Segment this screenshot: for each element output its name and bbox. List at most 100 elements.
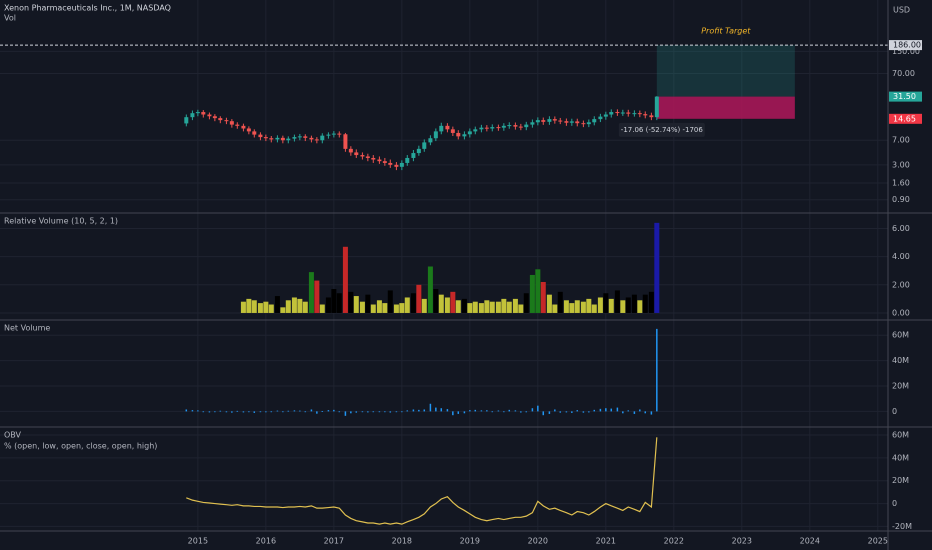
candle-body [354,152,359,156]
candle-body [598,116,603,120]
candle-body [632,113,637,115]
indicator-bar [302,301,308,313]
indicator-bar [321,411,324,412]
x-tick-label: 2024 [800,537,820,546]
indicator-bar [569,303,575,313]
candle-body [586,122,591,125]
candle-body [269,138,274,140]
indicator-bar [191,410,194,412]
indicator-bar [185,409,188,412]
currency-label: USD [893,6,910,15]
candle-body [411,153,416,158]
indicator-bar [535,269,541,313]
candle-body [603,114,608,117]
indicator-bar [297,298,303,313]
indicator-bar [336,293,342,313]
candle-body [507,125,512,127]
indicator-bar [353,296,359,313]
marks [0,44,888,525]
indicator-bar [423,409,426,412]
measure-label-box [618,122,705,137]
indicator-bar [633,411,636,414]
indicator-bar [622,411,624,414]
candle-body [513,125,518,127]
indicator-bar [637,300,643,313]
indicator-bar [455,300,461,313]
indicator-bar [376,300,382,313]
indicator-bar [399,303,405,313]
candle-body [218,118,223,121]
profit-zone [656,45,795,97]
y-tick-label: 20M [892,382,909,391]
y-tick-label: 0.90 [892,195,910,204]
indicator-bar [457,411,460,414]
measure-label: -17.06 (-52.74%) -1706 [621,126,704,134]
indicator-bar [514,410,517,412]
candle-body [609,112,614,115]
indicator-bar [497,410,500,412]
indicator-bar [546,294,552,313]
indicator-bar [370,304,376,313]
y-tick-label: 2.00 [892,280,910,289]
indicator-bar [268,304,274,313]
candle-body [326,134,331,136]
candle-body [246,128,251,132]
candle-body [581,123,586,125]
indicator-bar [463,411,466,414]
candle-body [518,126,523,128]
indicator-bar [644,411,647,414]
y-tick-label: 40M [892,453,909,462]
candle-body [309,137,314,140]
candle-body [490,127,495,129]
indicator-bar [280,307,286,313]
y-tick-label: 20M [892,476,909,485]
indicator-bar [603,293,609,313]
indicator-bar [314,280,320,313]
candle-body [314,139,319,141]
indicator-bar [429,403,432,412]
candle-body [382,161,387,163]
indicator-bar [599,408,602,412]
volume-label: Vol [4,14,16,23]
indicator-bar [299,410,301,412]
price-tag [889,40,922,51]
indicator-bar [361,411,364,413]
price-tag [889,113,922,124]
x-tick-label: 2018 [392,537,412,546]
indicator-bar [520,411,522,413]
indicator-bar [588,411,590,413]
candle-body [201,112,206,115]
candle-body [224,120,229,122]
candle-body [637,113,642,115]
indicator-bar [450,291,456,313]
indicator-bar [274,296,280,313]
indicator-title: Relative Volume (10, 5, 2, 1) [4,217,118,226]
indicator-bar [259,411,262,413]
candle-body [445,125,450,130]
indicator-bar [387,290,393,313]
indicator-bar [574,300,580,313]
indicator-bar [563,300,569,313]
y-tick-label: 7.00 [892,136,910,145]
y-tick-label: 60M [892,431,909,440]
candle-body [190,113,195,118]
indicator-bar [355,411,358,413]
indicator-bar [293,410,296,412]
indicator-bar [384,411,386,413]
indicator-bar [236,410,239,412]
indicator-bar [401,411,403,413]
indicator-bar [257,303,263,313]
candle-body [297,136,302,138]
candle-body [275,137,280,140]
candle-body [547,119,552,122]
indicator-bar [251,300,257,313]
indicator-bar [540,281,546,313]
indicator-bar [529,274,535,313]
candle-body [343,134,348,149]
candle-body [405,157,410,163]
candle-body [433,131,438,139]
candle-body [207,114,212,117]
indicator-bar [508,409,511,412]
indicator-bar [591,304,597,313]
